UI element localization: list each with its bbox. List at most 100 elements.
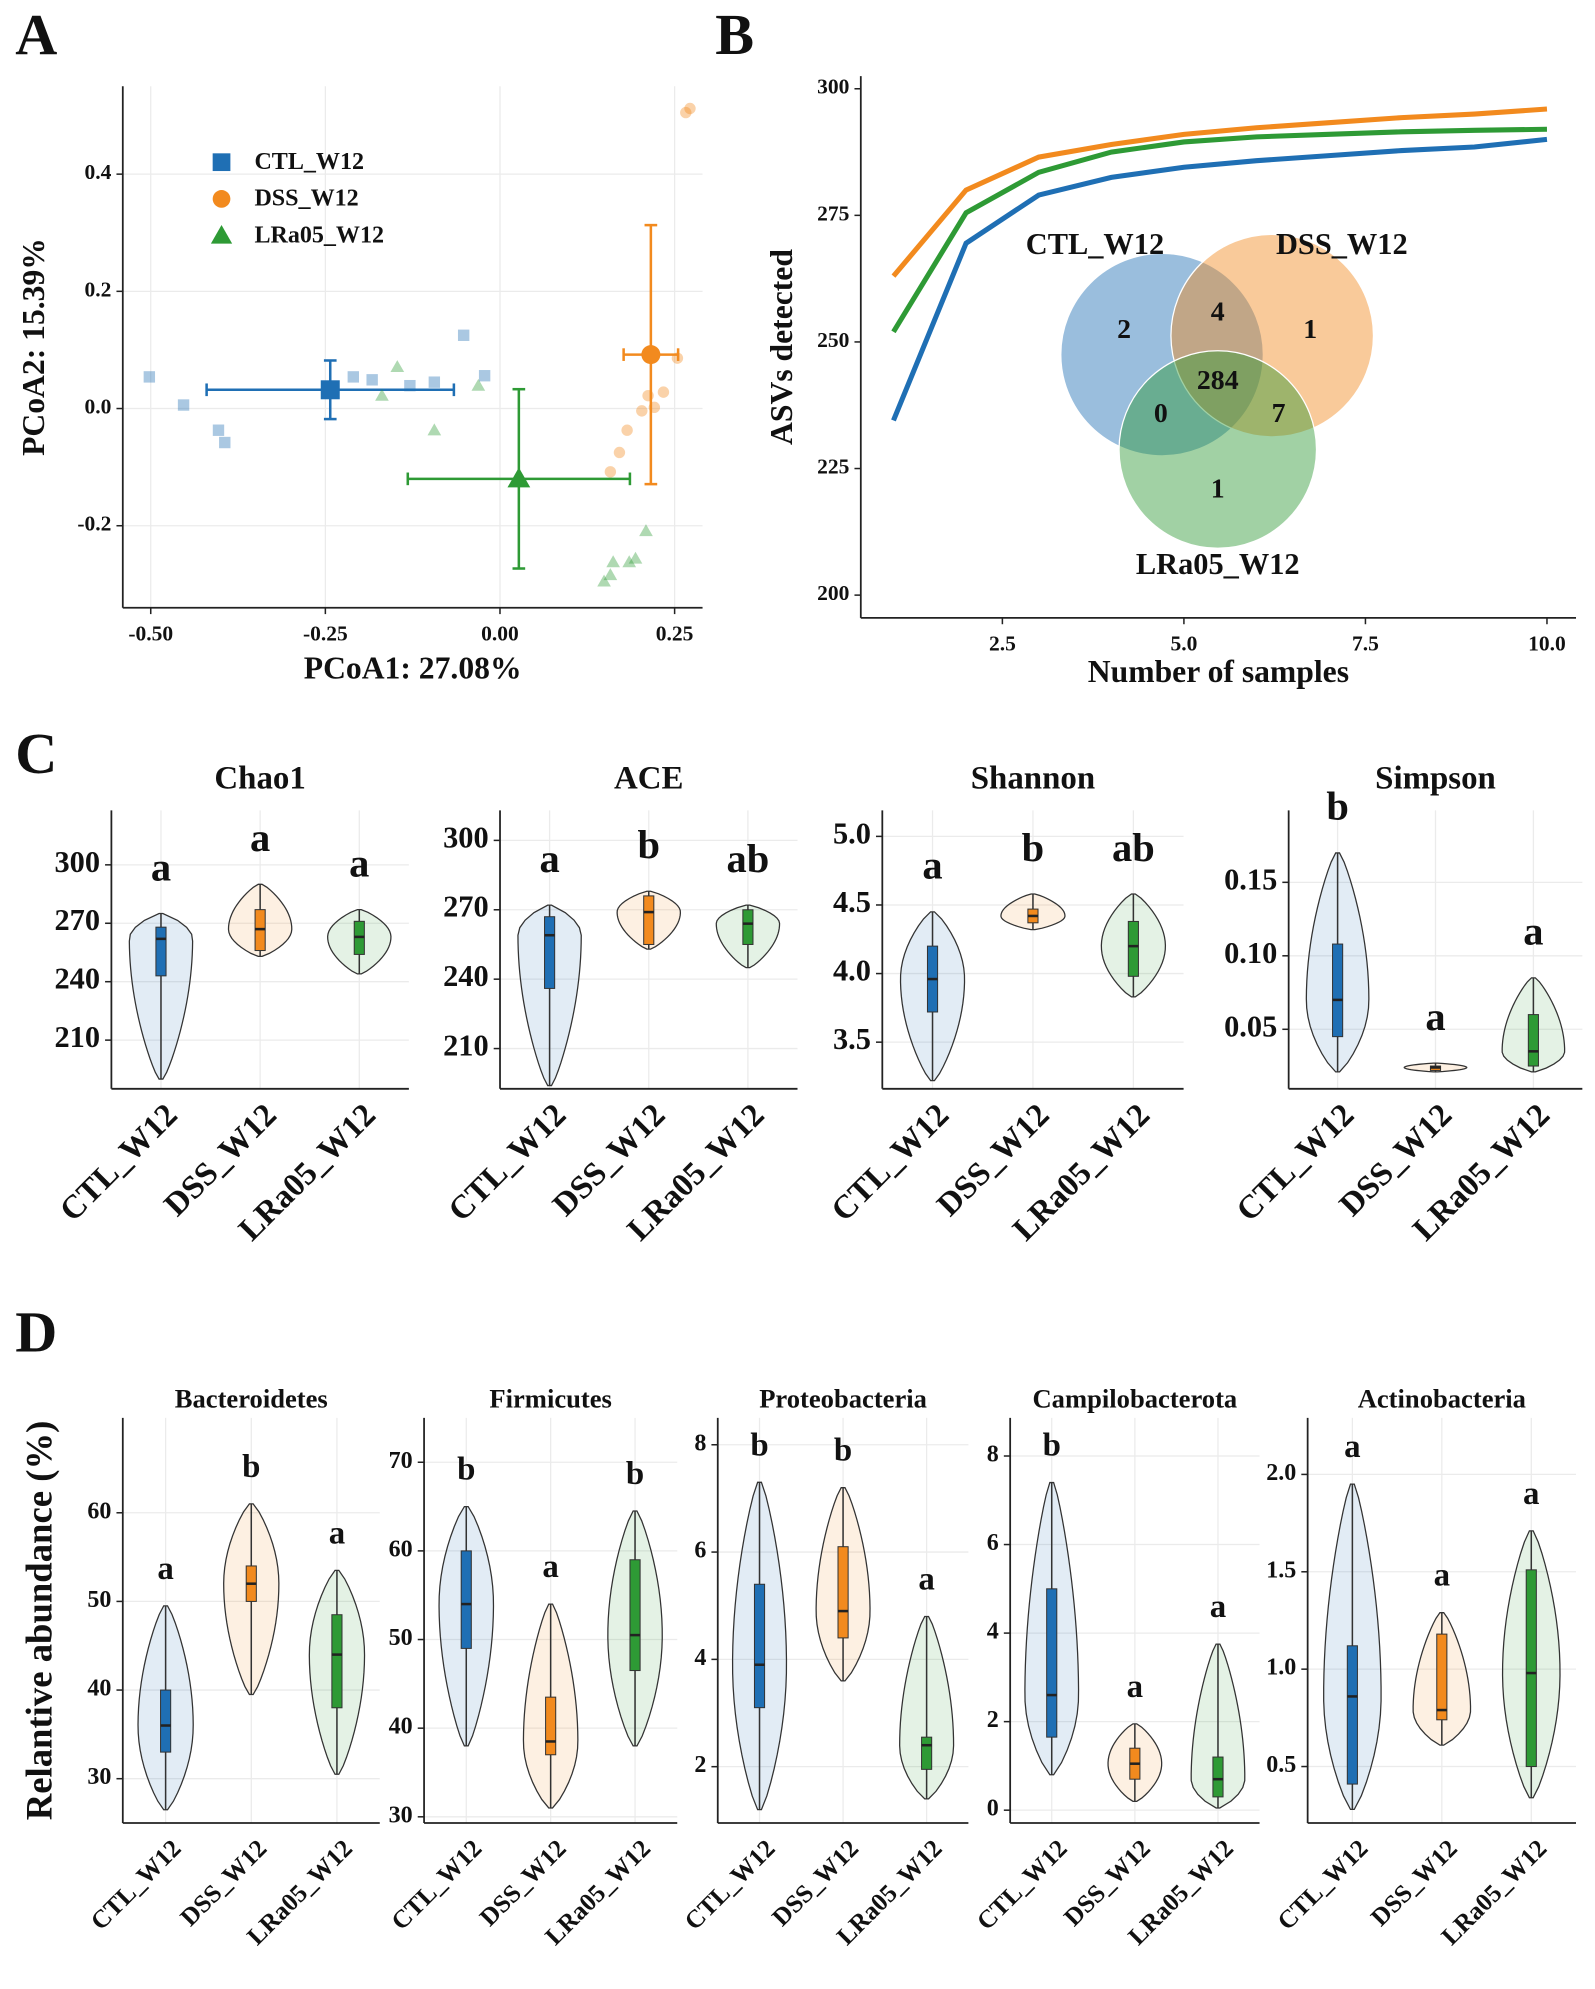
x-tick-label: 2.5 [989, 632, 1016, 656]
box [643, 895, 655, 945]
box [837, 1546, 849, 1639]
y-tick-label: 6 [987, 1530, 999, 1556]
venn-circle [1060, 252, 1264, 457]
y-tick-label: 200 [817, 581, 849, 605]
y-tick-label: 1.0 [1266, 1655, 1296, 1681]
point [210, 224, 233, 244]
point [390, 360, 405, 373]
venn-count: 1 [1303, 314, 1317, 345]
subplot-title: Shannon [971, 761, 1095, 797]
point [628, 551, 643, 564]
venn-count: 4 [1211, 296, 1225, 327]
box [155, 926, 167, 977]
significance-letter: b [457, 1452, 475, 1488]
y-tick-label: -0.2 [77, 512, 111, 536]
y-tick-label: 0.05 [1224, 1009, 1277, 1043]
point [597, 574, 611, 587]
point [603, 568, 618, 581]
significance-letter: b [834, 1433, 852, 1469]
y-tick-label: 70 [389, 1448, 413, 1474]
point [404, 379, 416, 392]
panel-label: A [15, 2, 57, 67]
subplot-title: Bacteroidetes [175, 1384, 328, 1414]
y-tick-label: 5.0 [833, 816, 871, 850]
y-tick-label: 3.5 [833, 1022, 871, 1056]
significance-letter: b [750, 1427, 768, 1463]
subplot-title: ACE [614, 761, 683, 797]
x-tick-label: CTL_W12 [53, 1097, 184, 1228]
y-tick-label: 40 [389, 1714, 413, 1740]
box [1127, 920, 1139, 977]
significance-letter: a [922, 843, 942, 888]
point [471, 378, 486, 391]
y-tick-label: 0.15 [1224, 862, 1277, 896]
point [636, 405, 648, 417]
panel-label: D [15, 1300, 57, 1365]
point [457, 329, 470, 341]
box [460, 1550, 472, 1649]
point [212, 424, 225, 436]
significance-letter: ab [1112, 825, 1155, 870]
significance-letter: b [626, 1456, 644, 1492]
point [604, 466, 617, 478]
x-tick-label: 0.00 [481, 622, 519, 646]
venn-circle [1118, 350, 1318, 549]
significance-letter: a [1523, 909, 1543, 954]
venn-set-label: CTL_W12 [1026, 227, 1164, 261]
y-tick-label: 60 [87, 1498, 111, 1524]
point [143, 371, 156, 383]
subplot-title: Campilobacterota [1032, 1384, 1237, 1414]
significance-letter: a [542, 1549, 558, 1585]
significance-letter: a [157, 1551, 173, 1587]
significance-letter: ab [727, 836, 770, 881]
y-tick-label: 240 [443, 959, 489, 993]
venn-set-label: LRa05_W12 [1136, 547, 1300, 581]
subplot-title: Simpson [1375, 761, 1496, 797]
x-tick-label: CTL_W12 [85, 1834, 186, 1935]
significance-letter: b [1043, 1428, 1061, 1464]
box [1436, 1633, 1448, 1721]
y-tick-label: 0.0 [85, 394, 112, 418]
x-tick-label: CTL_W12 [1230, 1097, 1361, 1228]
significance-letter: b [1326, 784, 1349, 829]
y-tick-label: 2 [987, 1707, 999, 1733]
box [1212, 1756, 1224, 1798]
y-tick-label: 300 [54, 845, 100, 879]
x-tick-label: CTL_W12 [825, 1097, 956, 1228]
panel-label: B [715, 2, 754, 67]
venn-circle [1170, 233, 1375, 438]
y-tick-label: 210 [54, 1020, 100, 1054]
x-tick-label: CTL_W12 [442, 1097, 573, 1228]
y-tick-label: 300 [817, 75, 849, 99]
y-tick-label: 4.0 [833, 954, 871, 988]
box [160, 1689, 172, 1753]
x-tick-label: 7.5 [1352, 632, 1379, 656]
box [544, 916, 556, 989]
x-tick-label: CTL_W12 [386, 1834, 487, 1935]
y-tick-label: 270 [443, 890, 489, 924]
legend-label: DSS_W12 [254, 186, 358, 212]
significance-letter: a [918, 1561, 934, 1597]
significance-letter: a [1434, 1558, 1450, 1594]
y-axis-title: PCoA2: 15.39% [16, 238, 51, 456]
y-tick-label: 30 [389, 1802, 413, 1828]
point [613, 446, 626, 459]
significance-letter: a [1344, 1429, 1360, 1465]
point [639, 524, 653, 537]
point [641, 345, 661, 365]
point [219, 436, 231, 449]
y-tick-label: 50 [87, 1587, 111, 1613]
legend-label: CTL_W12 [254, 149, 364, 175]
subplot-title: Actinobacteria [1358, 1384, 1526, 1414]
series-line [891, 136, 1548, 422]
y-tick-label: 210 [443, 1029, 489, 1063]
box [629, 1559, 641, 1672]
x-tick-label: 0.25 [656, 622, 694, 646]
box [1046, 1588, 1058, 1738]
x-axis-title: Number of samples [1088, 654, 1349, 689]
series-line [891, 106, 1548, 278]
y-tick-label: 275 [817, 201, 849, 225]
x-axis-title: PCoA1: 27.08% [304, 650, 522, 685]
x-tick-label: CTL_W12 [971, 1834, 1072, 1935]
series-line [891, 126, 1548, 334]
